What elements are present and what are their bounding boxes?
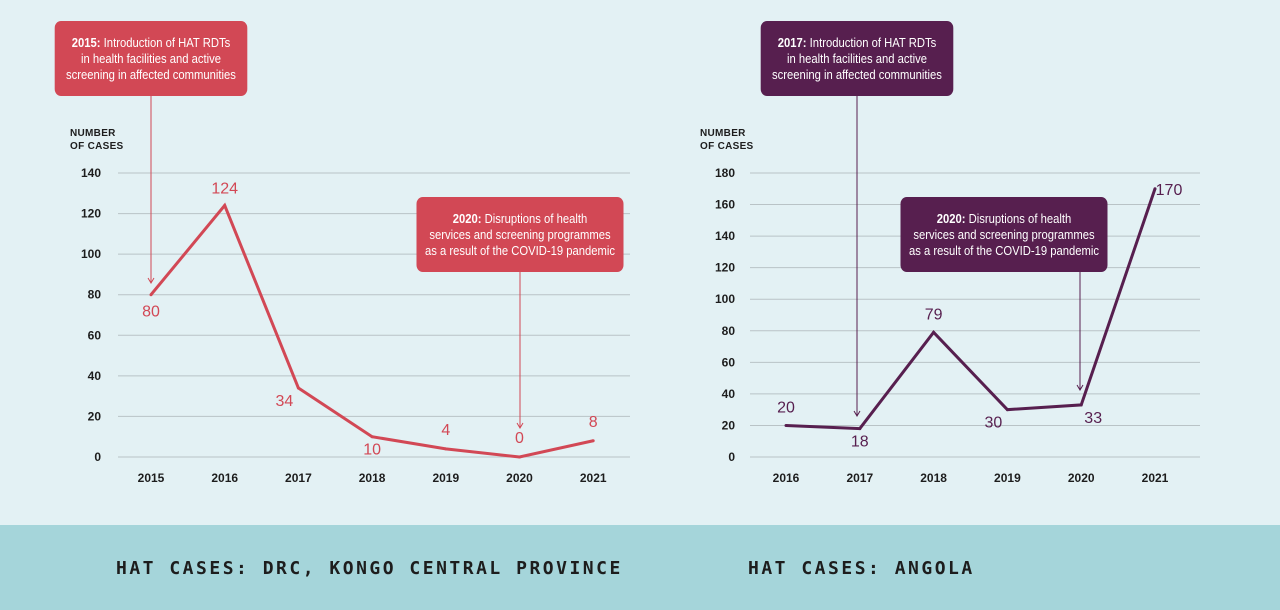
drc-x-tick-label: 2015 — [138, 471, 165, 485]
annotation-year: 2020: — [452, 211, 482, 226]
angola-y-tick-label: 140 — [715, 229, 735, 243]
angola-data-point — [932, 330, 936, 334]
drc-y-tick-label: 120 — [81, 207, 101, 221]
drc-y-tick-label: 100 — [81, 247, 101, 261]
angola-chart-title: HAT CASES: ANGOLA — [748, 558, 975, 579]
annotation-line2: services and screening programmes — [429, 227, 611, 242]
drc-data-point — [444, 447, 448, 451]
angola-y-axis-label-line2: OF CASES — [700, 141, 754, 152]
annotation-year: 2017: — [777, 35, 807, 50]
drc-data-label: 8 — [589, 414, 598, 431]
angola-y-tick-label: 100 — [715, 292, 735, 306]
angola-y-tick-label: 180 — [715, 166, 735, 180]
annotation-line3: as a result of the COVID-19 pandemic — [424, 243, 616, 258]
annotation-year: 2015: — [71, 35, 101, 50]
drc-annotation-2015: 2015: Introduction of HAT RDTs in health… — [54, 21, 248, 96]
annotation-line1: Disruptions of health — [481, 211, 588, 226]
drc-y-axis-label-line1: NUMBER — [70, 128, 116, 139]
drc-y-tick-label: 60 — [88, 328, 102, 342]
angola-data-label: 33 — [1084, 410, 1102, 427]
drc-x-tick-label: 2019 — [432, 471, 459, 485]
angola-y-tick-label: 40 — [722, 387, 736, 401]
drc-data-point — [149, 293, 153, 297]
drc-y-axis-label: NUMBER OF CASES — [70, 127, 124, 153]
drc-y-tick-label: 80 — [88, 288, 102, 302]
angola-annotation-arrowhead — [853, 410, 861, 417]
drc-data-point — [223, 203, 227, 207]
drc-y-tick-label: 0 — [94, 450, 101, 464]
drc-y-tick-label: 20 — [88, 409, 102, 423]
drc-annotation-2020: 2020: Disruptions of health services and… — [416, 197, 624, 272]
drc-y-tick-label: 40 — [88, 369, 102, 383]
drc-chart-title: HAT CASES: DRC, KONGO CENTRAL PROVINCE — [116, 558, 623, 579]
drc-x-tick-label: 2021 — [580, 471, 607, 485]
angola-data-point — [1005, 408, 1009, 412]
angola-data-label: 20 — [777, 399, 795, 416]
angola-y-axis-label: NUMBER OF CASES — [700, 127, 754, 153]
angola-annotation-2017: 2017: Introduction of HAT RDTs in health… — [760, 21, 954, 96]
angola-series-line — [785, 188, 1157, 431]
angola-data-point — [858, 427, 862, 431]
annotation-line3: screening in affected communities — [772, 67, 942, 82]
annotation-line3: as a result of the COVID-19 pandemic — [908, 243, 1100, 258]
drc-x-tick-label: 2016 — [211, 471, 238, 485]
angola-x-tick-label: 2017 — [846, 471, 873, 485]
angola-annotation-arrowhead — [1076, 384, 1084, 391]
drc-data-point — [591, 439, 595, 443]
drc-x-tick-label: 2017 — [285, 471, 312, 485]
drc-x-tick-label: 2020 — [506, 471, 533, 485]
angola-data-point — [1153, 187, 1157, 191]
footer-band — [0, 525, 1280, 610]
angola-y-tick-label: 20 — [722, 418, 736, 432]
annotation-line2: in health facilities and active — [786, 51, 928, 66]
annotation-line2: services and screening programmes — [913, 227, 1095, 242]
angola-x-tick-label: 2016 — [773, 471, 800, 485]
angola-y-tick-label: 60 — [722, 355, 736, 369]
angola-data-label: 170 — [1156, 182, 1183, 199]
annotation-year: 2020: — [936, 211, 966, 226]
drc-data-label: 4 — [441, 422, 450, 439]
angola-x-tick-label: 2018 — [920, 471, 947, 485]
drc-data-label: 124 — [211, 180, 238, 197]
angola-data-point — [784, 423, 788, 427]
drc-data-label: 10 — [363, 442, 381, 459]
angola-annotation-2020: 2020: Disruptions of health services and… — [900, 197, 1108, 272]
drc-annotation-arrowhead — [516, 422, 524, 429]
drc-data-point — [518, 455, 521, 459]
angola-data-label: 30 — [985, 415, 1003, 432]
drc-annotation-arrowhead — [147, 277, 155, 284]
angola-data-label: 18 — [851, 434, 869, 451]
angola-data-point — [1079, 403, 1083, 407]
drc-x-tick-label: 2018 — [359, 471, 386, 485]
angola-data-label: 79 — [925, 306, 943, 323]
drc-data-point — [370, 435, 374, 439]
drc-y-axis-label-line2: OF CASES — [70, 141, 124, 152]
angola-y-axis-label-line1: NUMBER — [700, 128, 746, 139]
angola-x-tick-label: 2020 — [1068, 471, 1095, 485]
annotation-line1: Introduction of HAT RDTs — [806, 35, 937, 50]
drc-data-point — [296, 386, 300, 390]
drc-data-label: 34 — [276, 393, 294, 410]
angola-y-tick-label: 120 — [715, 261, 735, 275]
angola-x-tick-label: 2019 — [994, 471, 1021, 485]
angola-x-tick-label: 2021 — [1142, 471, 1169, 485]
angola-y-tick-label: 80 — [722, 324, 736, 338]
annotation-line2: in health facilities and active — [80, 51, 222, 66]
annotation-line1: Disruptions of health — [965, 211, 1072, 226]
drc-y-tick-label: 140 — [81, 166, 101, 180]
angola-y-tick-label: 0 — [728, 450, 735, 464]
angola-y-tick-label: 160 — [715, 198, 735, 212]
drc-data-label: 80 — [142, 304, 160, 321]
annotation-line3: screening in affected communities — [66, 67, 236, 82]
drc-data-label: 0 — [515, 430, 524, 447]
annotation-line1: Introduction of HAT RDTs — [100, 35, 231, 50]
